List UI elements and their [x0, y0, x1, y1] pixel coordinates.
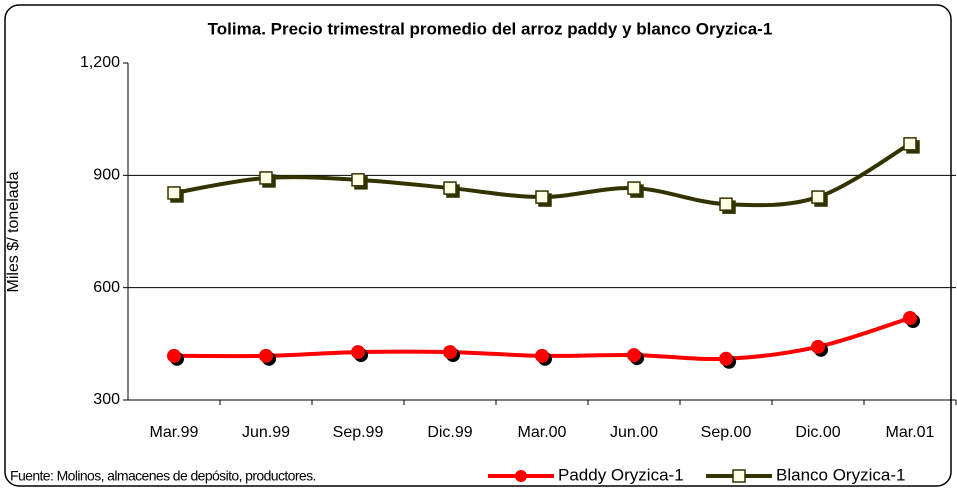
x-tick-label: Sep.99 — [333, 424, 384, 441]
marker — [627, 348, 641, 363]
frame — [4, 4, 952, 487]
marker — [719, 197, 733, 211]
marker — [259, 171, 273, 185]
marker — [811, 339, 825, 354]
x-tick-label: Jun.00 — [610, 424, 658, 441]
legend-marker — [732, 469, 746, 483]
x-tick-label: Mar.99 — [150, 424, 199, 441]
x-tick-label: Mar.01 — [886, 424, 935, 441]
marker — [903, 310, 917, 325]
marker — [351, 345, 365, 360]
marker — [811, 190, 825, 204]
y-tick-label: 300 — [93, 391, 120, 408]
marker — [167, 348, 181, 363]
y-tick-label: 900 — [93, 167, 120, 184]
marker — [167, 186, 181, 200]
x-tick-label: Sep.00 — [701, 424, 752, 441]
y-tick-label: 1,200 — [80, 54, 120, 71]
marker — [719, 351, 733, 366]
y-axis-label: Miles $/ tonelada — [5, 171, 22, 292]
marker — [903, 137, 917, 151]
x-tick-label: Jun.99 — [242, 424, 290, 441]
marker — [535, 348, 549, 363]
legend-label: Blanco Oryzica-1 — [776, 465, 905, 484]
source-note: Fuente: Molinos, almacenes de depósito, … — [10, 468, 316, 484]
marker — [351, 173, 365, 187]
x-tick-label: Dic.99 — [427, 424, 472, 441]
chart-title: Tolima. Precio trimestral promedio del a… — [208, 19, 773, 38]
x-tick-label: Mar.00 — [518, 424, 567, 441]
marker — [443, 181, 457, 195]
x-tick-label: Dic.00 — [795, 424, 840, 441]
marker — [535, 190, 549, 204]
marker — [627, 181, 641, 195]
marker — [443, 345, 457, 360]
legend-label: Paddy Oryzica-1 — [558, 465, 684, 484]
y-tick-label: 600 — [93, 279, 120, 296]
legend-marker — [515, 470, 527, 482]
marker — [259, 348, 273, 363]
